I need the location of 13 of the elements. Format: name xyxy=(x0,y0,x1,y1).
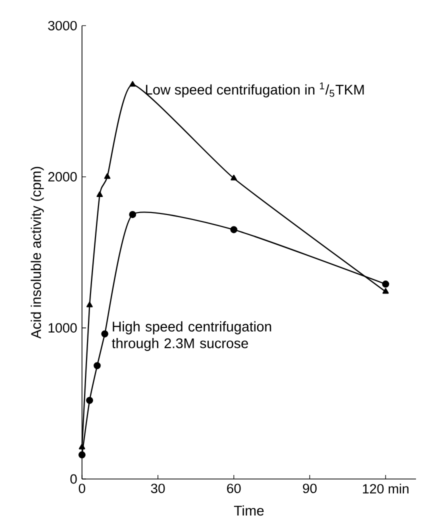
x-tick-label: 30 xyxy=(150,484,165,494)
y-tick-label: 2000 xyxy=(48,172,77,182)
y-tick-label: 3000 xyxy=(48,20,77,30)
series-label: Low speed centrifugation in $^{1}$/$_{5}$TKM xyxy=(146,82,364,98)
x-tick-label: 90 xyxy=(302,484,317,494)
x-tick-label: 120 min xyxy=(362,484,408,494)
y-tick-label: 0 xyxy=(70,474,77,484)
y-axis-title: Acid insoluble activity (cpm) xyxy=(30,166,44,339)
x-axis-title: Time xyxy=(234,505,264,516)
series-label: High speed centrifugation through 2.3M sucrose xyxy=(112,321,272,351)
x-tick-label: 0 xyxy=(78,484,86,494)
y-tick-label: 1000 xyxy=(48,323,77,333)
x-tick-label: 60 xyxy=(227,484,241,494)
